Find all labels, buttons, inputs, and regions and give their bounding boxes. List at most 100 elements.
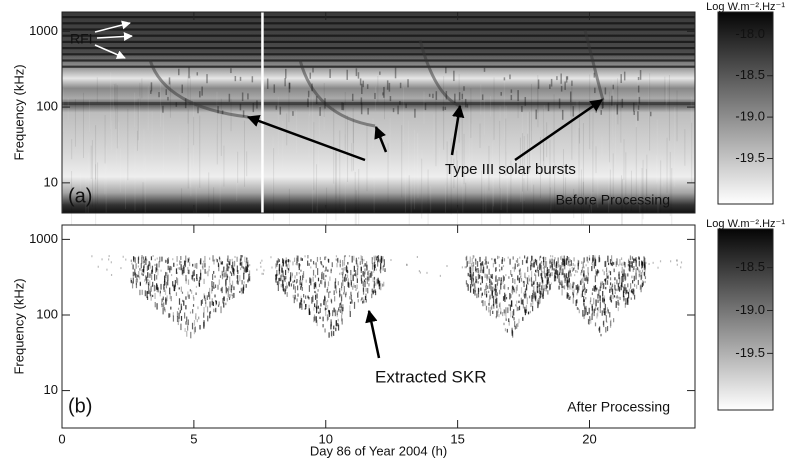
texture bbox=[603, 308, 605, 313]
texture bbox=[493, 77, 495, 140]
texture bbox=[565, 273, 568, 278]
texture bbox=[539, 262, 541, 265]
texture bbox=[144, 154, 146, 229]
texture bbox=[519, 268, 521, 272]
texture bbox=[554, 275, 557, 282]
texture bbox=[537, 87, 539, 128]
texture bbox=[649, 111, 652, 117]
texture bbox=[486, 265, 488, 269]
texture bbox=[278, 268, 280, 273]
texture bbox=[179, 260, 181, 265]
texture bbox=[527, 112, 529, 176]
texture bbox=[316, 299, 318, 305]
texture bbox=[602, 321, 605, 326]
texture bbox=[660, 160, 662, 214]
texture bbox=[510, 160, 512, 238]
texture bbox=[555, 262, 557, 265]
texture bbox=[277, 284, 279, 292]
texture bbox=[325, 269, 327, 272]
texture bbox=[642, 279, 644, 283]
texture bbox=[305, 279, 307, 283]
texture bbox=[618, 271, 620, 275]
texture bbox=[62, 182, 64, 220]
texture bbox=[671, 168, 673, 228]
texture bbox=[501, 257, 504, 262]
texture bbox=[116, 84, 118, 149]
texture bbox=[549, 284, 551, 290]
texture bbox=[510, 270, 512, 275]
texture bbox=[334, 278, 337, 283]
texture bbox=[573, 267, 575, 271]
texture bbox=[557, 257, 559, 264]
texture bbox=[319, 307, 321, 313]
arrow bbox=[246, 115, 366, 162]
texture bbox=[470, 274, 472, 280]
texture bbox=[476, 293, 478, 299]
texture bbox=[167, 96, 169, 101]
texture bbox=[539, 137, 541, 199]
texture bbox=[185, 305, 187, 310]
texture bbox=[266, 78, 269, 89]
texture bbox=[573, 257, 575, 262]
texture bbox=[599, 295, 601, 298]
texture bbox=[319, 107, 321, 116]
texture bbox=[312, 276, 314, 282]
texture bbox=[554, 270, 556, 274]
texture bbox=[198, 280, 200, 287]
texture bbox=[172, 258, 174, 261]
texture bbox=[373, 264, 376, 271]
texture bbox=[589, 316, 591, 321]
texture bbox=[495, 267, 497, 272]
texture bbox=[373, 270, 375, 273]
texture bbox=[326, 314, 329, 322]
texture bbox=[546, 285, 548, 289]
texture bbox=[330, 269, 332, 274]
texture bbox=[187, 258, 190, 262]
texture bbox=[625, 273, 627, 281]
texture bbox=[218, 256, 221, 260]
texture bbox=[568, 256, 570, 263]
texture bbox=[376, 258, 378, 261]
texture bbox=[161, 303, 163, 308]
texture bbox=[561, 109, 564, 120]
texture bbox=[187, 326, 189, 331]
texture bbox=[248, 270, 251, 276]
texture bbox=[599, 286, 601, 292]
texture bbox=[315, 316, 317, 323]
texture bbox=[360, 266, 362, 273]
texture bbox=[539, 298, 541, 304]
texture bbox=[512, 315, 514, 319]
texture bbox=[379, 266, 382, 274]
texture bbox=[177, 321, 179, 326]
texture bbox=[150, 256, 153, 261]
texture bbox=[213, 286, 215, 289]
texture bbox=[288, 259, 291, 262]
texture bbox=[527, 311, 530, 315]
texture bbox=[337, 324, 340, 331]
texture bbox=[599, 295, 601, 302]
texture bbox=[208, 291, 210, 298]
texture bbox=[582, 277, 584, 284]
texture bbox=[213, 270, 215, 274]
texture bbox=[231, 272, 233, 277]
texture bbox=[227, 288, 229, 292]
texture bbox=[355, 257, 358, 265]
texture bbox=[559, 268, 561, 273]
texture bbox=[342, 102, 345, 111]
texture bbox=[186, 316, 188, 322]
texture bbox=[563, 285, 566, 290]
texture bbox=[579, 101, 581, 144]
texture bbox=[230, 285, 232, 293]
texture bbox=[326, 187, 328, 257]
texture bbox=[353, 301, 356, 309]
texture bbox=[439, 147, 441, 170]
texture bbox=[199, 269, 202, 276]
texture bbox=[407, 79, 409, 88]
texture bbox=[372, 290, 374, 295]
texture bbox=[522, 303, 524, 309]
texture bbox=[244, 267, 246, 272]
texture bbox=[330, 268, 332, 271]
texture bbox=[480, 287, 482, 291]
texture bbox=[313, 307, 315, 311]
